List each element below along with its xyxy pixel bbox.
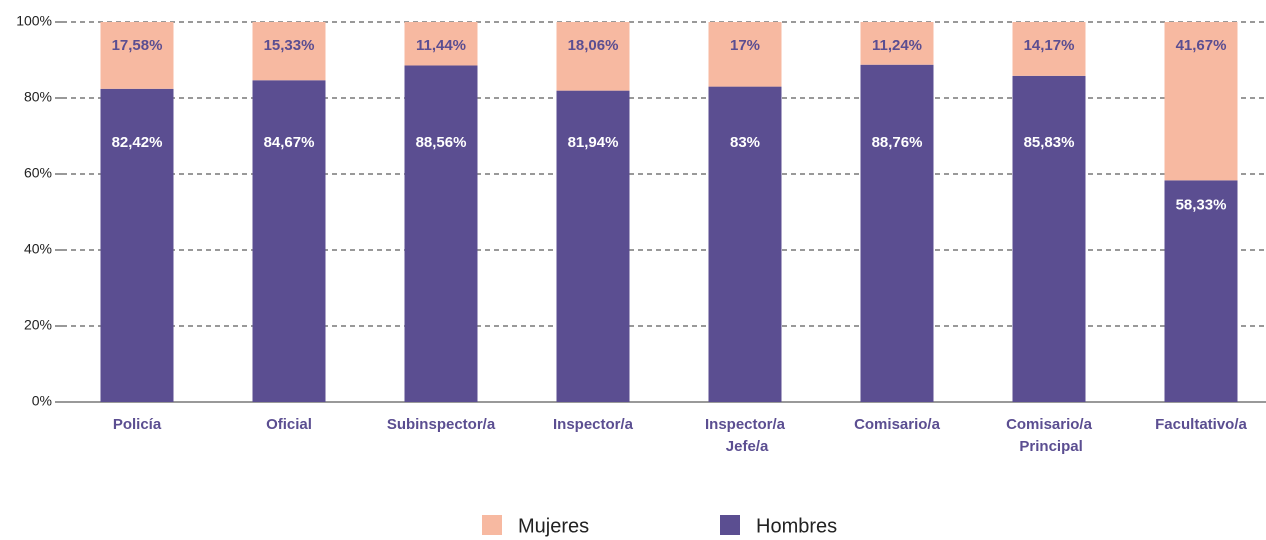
bar-segment [860, 64, 934, 402]
bar-segment [1164, 180, 1238, 402]
legend-swatch [482, 515, 502, 535]
value-label: 83% [730, 134, 760, 151]
value-label: 15,33% [264, 37, 315, 54]
bar-segment [556, 22, 630, 91]
y-tick-label: 60% [24, 165, 52, 181]
bar-segment [252, 80, 326, 402]
y-tick-label: 20% [24, 317, 52, 333]
legend-label: Hombres [756, 515, 837, 537]
bar-segment [404, 22, 478, 66]
value-label: 88,56% [416, 134, 467, 151]
value-label: 88,76% [872, 134, 923, 151]
bar-segment [404, 65, 478, 403]
bar-segment [1012, 75, 1086, 402]
bar-segment [252, 22, 326, 81]
value-label: 14,17% [1024, 37, 1075, 54]
bar-segment [860, 22, 934, 65]
value-label: 17,58% [112, 37, 163, 54]
y-tick-label: 0% [32, 393, 52, 409]
value-label: 11,44% [416, 37, 466, 54]
y-tick-label: 80% [24, 89, 52, 105]
value-label: 84,67% [264, 134, 315, 151]
value-label: 18,06% [568, 37, 619, 54]
y-tick-label: 40% [24, 241, 52, 257]
bar-segment [556, 90, 630, 403]
value-label: 85,83% [1024, 134, 1075, 151]
x-tick-label: Inspector/a [553, 416, 634, 433]
x-tick-label: Inspector/a Jefe/a [705, 416, 786, 455]
x-tick-label: Comisario/a [854, 416, 941, 433]
legend-swatch [720, 515, 740, 535]
bar-segment [100, 88, 174, 402]
bar-segment [708, 22, 782, 87]
bar-segment [100, 22, 174, 89]
value-label: 11,24% [872, 37, 922, 54]
value-label: 17% [730, 37, 760, 54]
bar-segment [708, 86, 782, 402]
x-tick-label: Facultativo/a [1155, 416, 1247, 433]
x-tick-label: Policía [113, 416, 162, 433]
legend-label: Mujeres [518, 515, 589, 537]
value-label: 82,42% [112, 134, 163, 151]
y-tick-label: 100% [16, 13, 52, 29]
bar-segment [1012, 22, 1086, 76]
x-tick-label: Comisario/a Principal [1006, 416, 1093, 455]
value-label: 81,94% [568, 134, 619, 151]
x-tick-label: Oficial [266, 416, 312, 433]
value-label: 58,33% [1176, 196, 1227, 213]
x-tick-label: Subinspector/a [387, 416, 496, 433]
value-label: 41,67% [1176, 37, 1227, 54]
bar-segment [1164, 22, 1238, 181]
